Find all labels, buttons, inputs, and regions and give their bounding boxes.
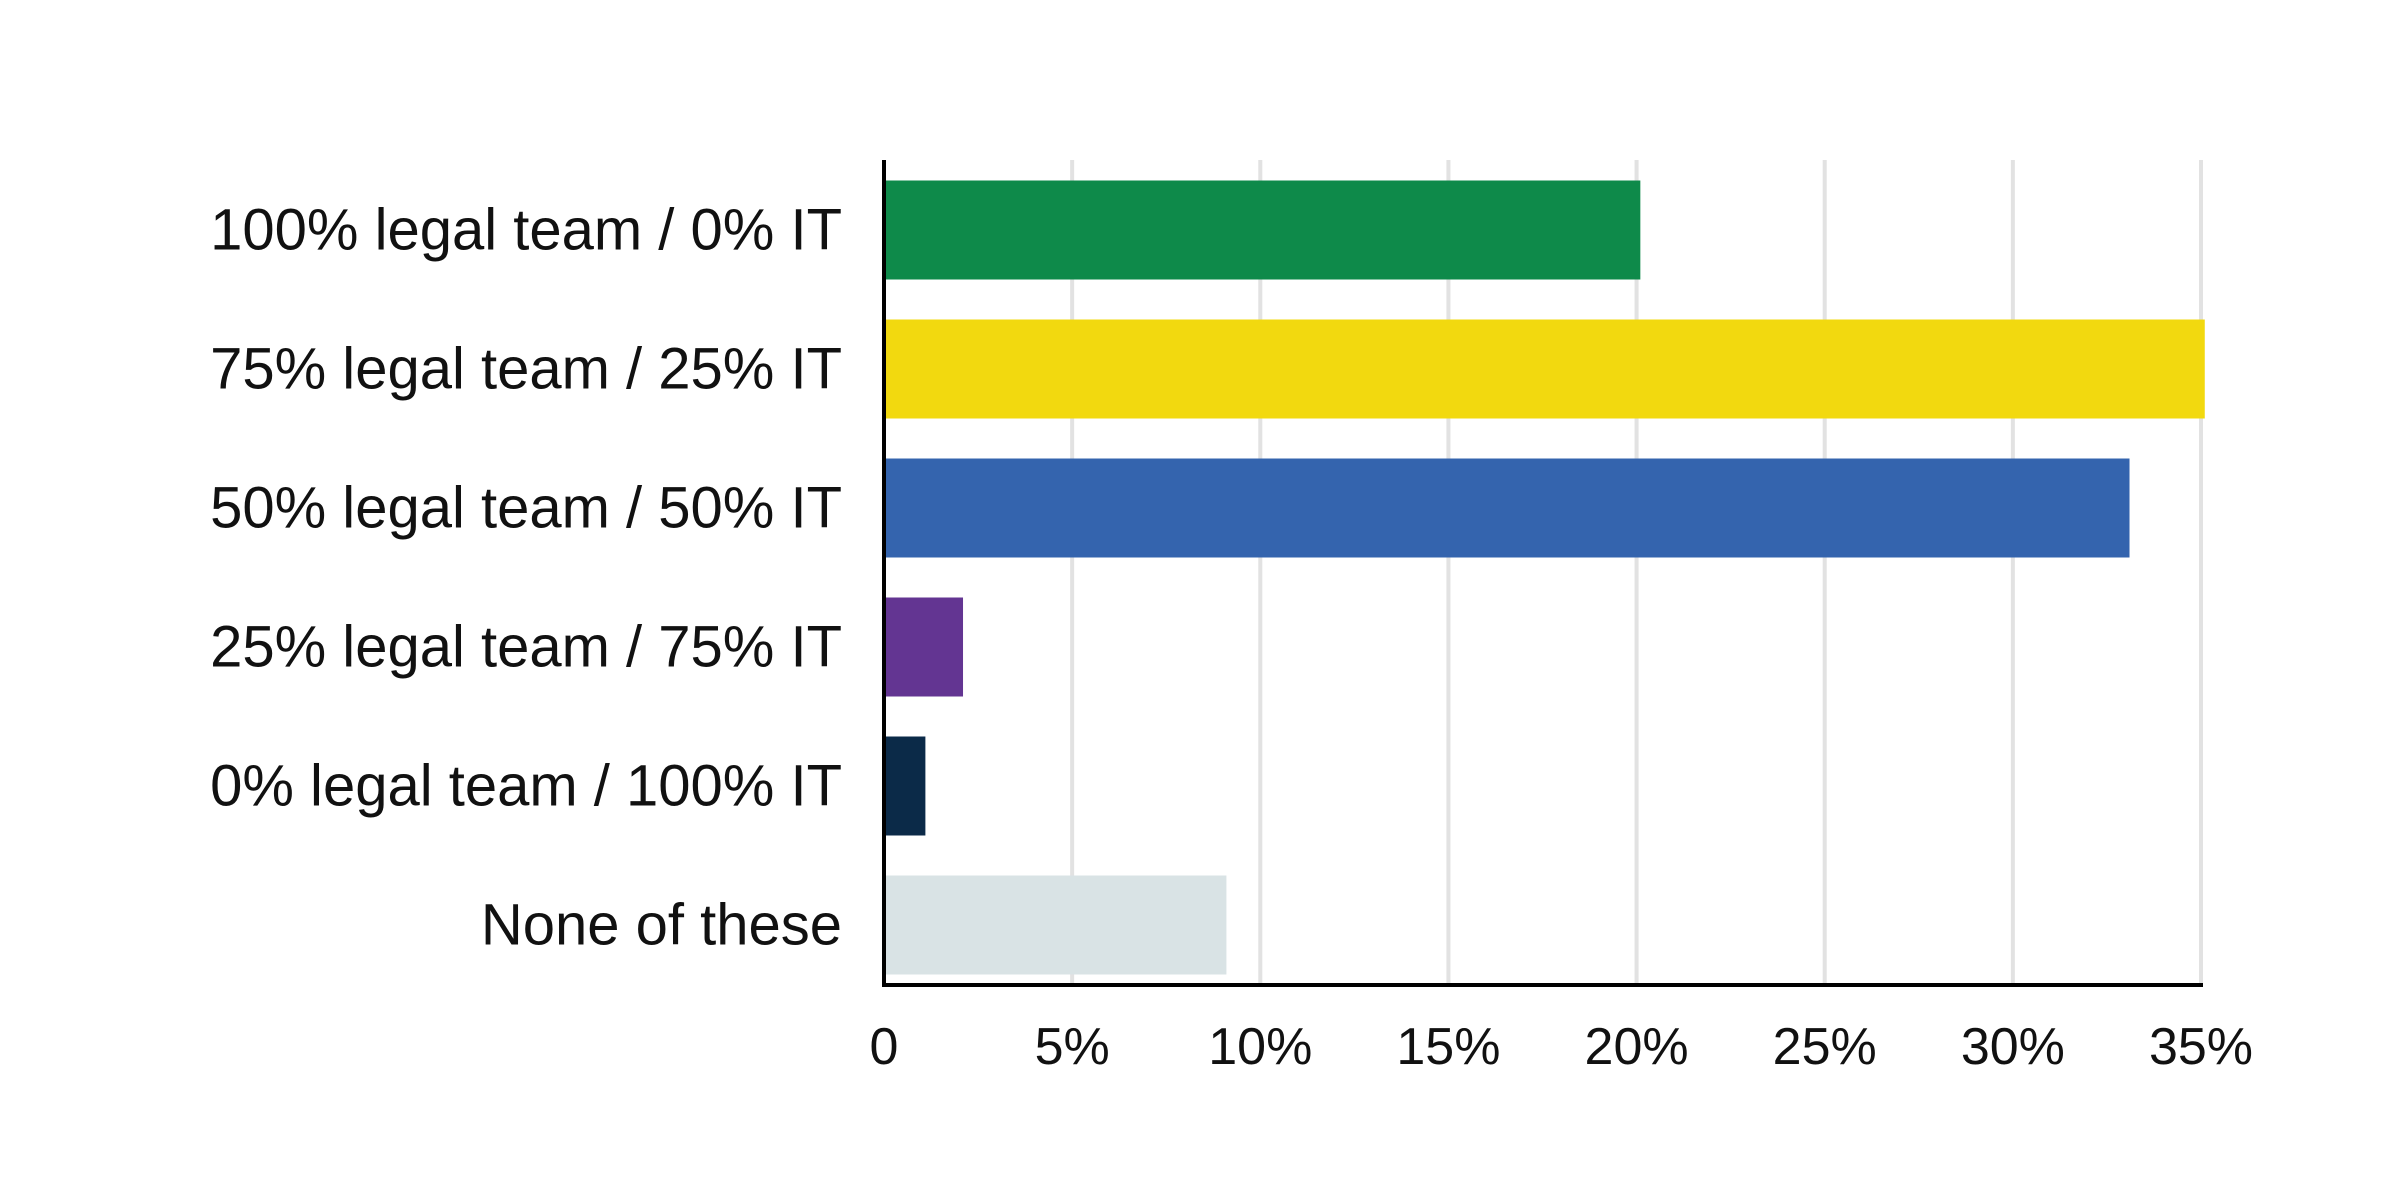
x-tick-label-3: 15%: [1396, 1018, 1500, 1076]
category-label-2: 50% legal team / 50% IT: [210, 476, 842, 541]
category-label-5: None of these: [481, 893, 842, 958]
x-tick-labels: 0 5% 10% 15% 20% 25% 30% 35%: [870, 1018, 2254, 1076]
x-tick-label-7: 35%: [2149, 1018, 2253, 1076]
x-tick-label-5: 25%: [1773, 1018, 1877, 1076]
category-label-0: 100% legal team / 0% IT: [210, 198, 842, 263]
x-tick-label-2: 10%: [1208, 1018, 1312, 1076]
gridlines: [1070, 160, 2203, 985]
category-label-1: 75% legal team / 25% IT: [210, 337, 842, 402]
bar-1: [884, 319, 2205, 419]
bar-4: [884, 736, 926, 836]
bar-3: [884, 597, 964, 697]
bar-2: [884, 458, 2130, 558]
x-tick-label-4: 20%: [1585, 1018, 1689, 1076]
category-label-4: 0% legal team / 100% IT: [210, 754, 842, 819]
bar-0: [884, 180, 1641, 280]
bars: [884, 180, 2205, 975]
x-tick-label-1: 5%: [1035, 1018, 1110, 1076]
bar-5: [884, 875, 1227, 975]
x-tick-label-6: 30%: [1961, 1018, 2065, 1076]
category-label-3: 25% legal team / 75% IT: [210, 615, 842, 680]
x-tick-label-0: 0: [870, 1018, 899, 1076]
category-labels: 100% legal team / 0% IT 75% legal team / …: [210, 198, 842, 958]
axes: [882, 160, 2203, 987]
